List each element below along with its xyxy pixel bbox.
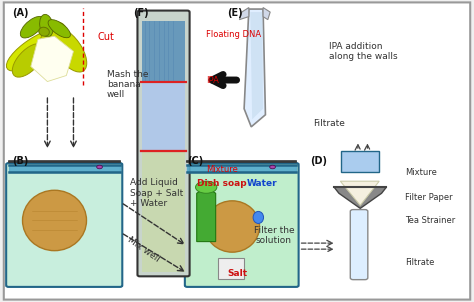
Ellipse shape <box>23 190 86 251</box>
Polygon shape <box>334 187 386 208</box>
Text: Mixture: Mixture <box>206 165 238 174</box>
Text: Mash the
banana
well: Mash the banana well <box>107 70 148 99</box>
Ellipse shape <box>40 14 53 37</box>
Polygon shape <box>263 8 270 20</box>
Text: Floating DNA: Floating DNA <box>206 30 261 39</box>
Ellipse shape <box>36 22 68 71</box>
FancyBboxPatch shape <box>137 11 190 276</box>
Text: Dish soap: Dish soap <box>197 179 246 188</box>
Text: IPA: IPA <box>206 76 219 85</box>
Text: (D): (D) <box>310 156 328 165</box>
FancyBboxPatch shape <box>4 2 470 300</box>
Text: Filtrate: Filtrate <box>313 119 345 128</box>
FancyBboxPatch shape <box>185 163 299 287</box>
Text: (E): (E) <box>228 8 243 18</box>
Ellipse shape <box>39 27 49 36</box>
Ellipse shape <box>12 44 45 77</box>
Text: Mix well: Mix well <box>126 235 161 263</box>
Text: Salt: Salt <box>228 269 247 278</box>
FancyBboxPatch shape <box>218 258 244 279</box>
Text: IPA addition
along the walls: IPA addition along the walls <box>329 42 398 61</box>
Circle shape <box>270 165 275 169</box>
FancyBboxPatch shape <box>142 82 185 151</box>
Polygon shape <box>340 181 379 205</box>
Ellipse shape <box>6 29 65 71</box>
Text: (C): (C) <box>187 156 203 165</box>
Ellipse shape <box>195 181 217 193</box>
Ellipse shape <box>48 20 71 38</box>
Text: Filter the
solution: Filter the solution <box>254 226 294 245</box>
Text: Tea Strainer: Tea Strainer <box>405 216 456 225</box>
FancyBboxPatch shape <box>142 151 185 272</box>
Circle shape <box>97 165 102 169</box>
FancyBboxPatch shape <box>142 21 185 82</box>
Polygon shape <box>239 8 249 20</box>
Text: Cut: Cut <box>97 32 114 42</box>
Text: (F): (F) <box>133 8 148 18</box>
FancyBboxPatch shape <box>6 163 122 287</box>
Ellipse shape <box>20 16 44 38</box>
Polygon shape <box>31 36 73 82</box>
Text: Add Liquid
Soap + Salt
+ Water: Add Liquid Soap + Salt + Water <box>130 178 183 208</box>
FancyBboxPatch shape <box>350 210 368 280</box>
Polygon shape <box>250 12 263 119</box>
Text: Mixture: Mixture <box>405 168 437 177</box>
Ellipse shape <box>205 201 259 252</box>
Text: (A): (A) <box>12 8 28 18</box>
Polygon shape <box>197 187 216 242</box>
Ellipse shape <box>253 211 264 223</box>
Text: Water: Water <box>246 179 277 188</box>
Polygon shape <box>244 9 265 127</box>
Text: Filter Paper: Filter Paper <box>405 193 453 202</box>
Ellipse shape <box>51 28 87 72</box>
Text: (B): (B) <box>12 156 28 165</box>
Text: Filtrate: Filtrate <box>405 258 435 267</box>
Polygon shape <box>341 151 379 172</box>
